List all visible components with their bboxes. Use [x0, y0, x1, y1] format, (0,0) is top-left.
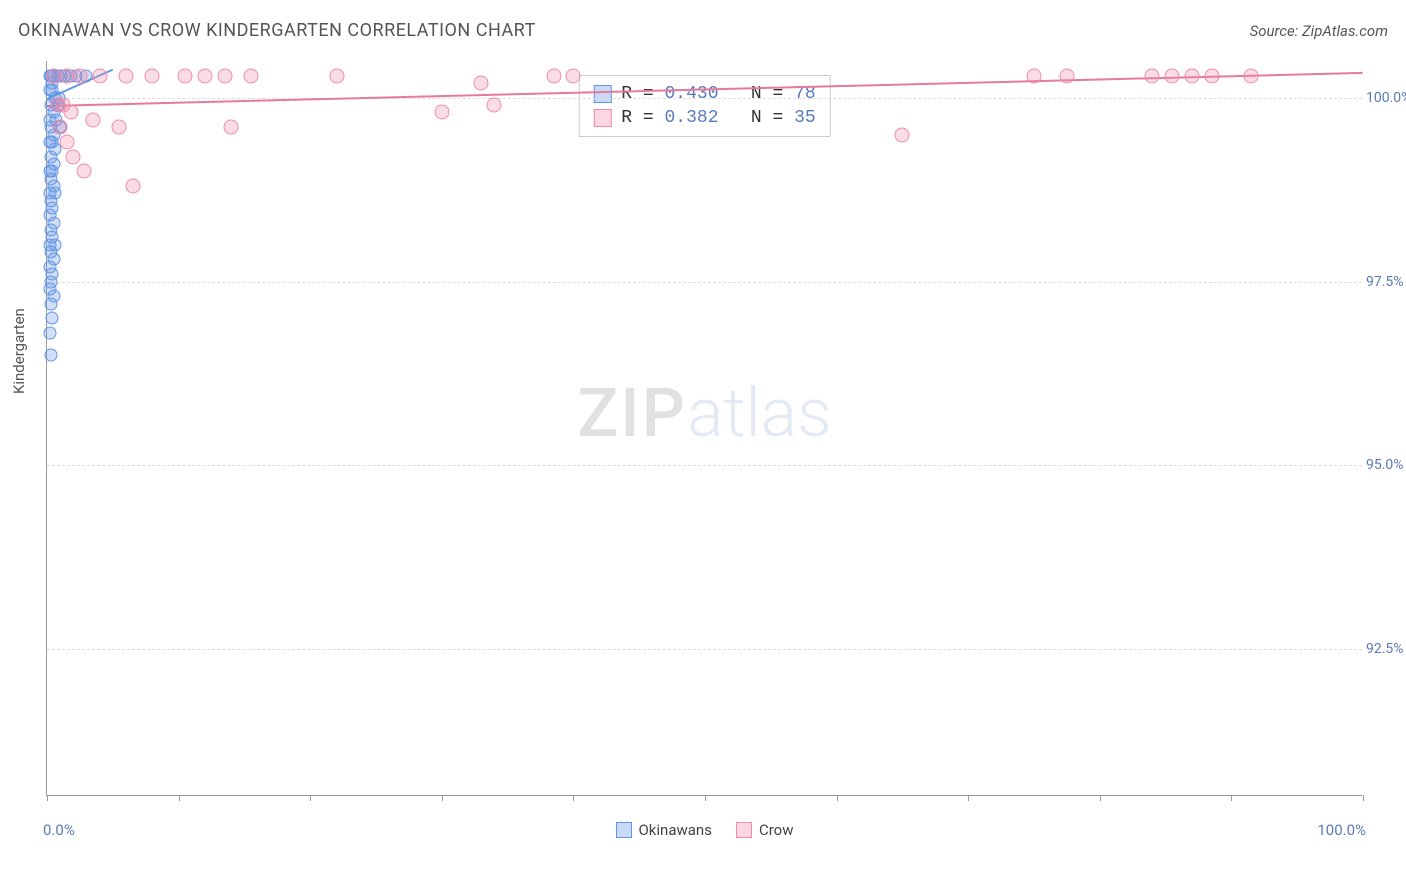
chart-header: OKINAWAN VS CROW KINDERGARTEN CORRELATIO…: [0, 0, 1406, 49]
data-point: [1165, 68, 1180, 83]
x-tick: [1231, 795, 1232, 801]
legend-swatch-icon: [615, 822, 631, 838]
x-tick: [179, 795, 180, 801]
data-point: [43, 326, 56, 339]
legend-swatch-icon: [736, 822, 752, 838]
data-point: [546, 68, 561, 83]
x-tick: [442, 795, 443, 801]
data-point: [1244, 68, 1259, 83]
watermark-logo: ZIPatlas: [577, 373, 831, 453]
gridline: [47, 98, 1362, 99]
correlation-chart: Kindergarten ZIPatlas R = 0.430 N = 78R …: [0, 49, 1406, 849]
plot-area: Kindergarten ZIPatlas R = 0.430 N = 78R …: [46, 61, 1362, 796]
data-point: [44, 349, 57, 362]
data-point: [118, 68, 133, 83]
stats-text: R = 0.382 N = 35: [621, 108, 815, 128]
x-tick: [968, 795, 969, 801]
data-point: [224, 120, 239, 135]
series-legend: Okinawans Crow: [615, 821, 793, 839]
data-point: [76, 164, 91, 179]
data-point: [92, 68, 107, 83]
gridline: [47, 465, 1362, 466]
x-axis-min-label: 0.0%: [43, 821, 75, 839]
chart-title: OKINAWAN VS CROW KINDERGARTEN CORRELATIO…: [18, 20, 536, 41]
data-point: [63, 105, 78, 120]
data-point: [243, 68, 258, 83]
data-point: [217, 68, 232, 83]
data-point: [86, 112, 101, 127]
data-point: [145, 68, 160, 83]
x-axis-max-label: 100.0%: [1317, 821, 1366, 839]
correlation-stats-box: R = 0.430 N = 78R = 0.382 N = 35: [578, 75, 830, 137]
x-tick: [573, 795, 574, 801]
data-point: [895, 127, 910, 142]
x-tick: [1363, 795, 1364, 801]
watermark-part2: atlas: [687, 373, 832, 453]
data-point: [178, 68, 193, 83]
y-tick-label: 100.0%: [1366, 90, 1406, 106]
x-tick: [705, 795, 706, 801]
legend-item: Crow: [736, 821, 794, 839]
stats-swatch-icon: [593, 85, 611, 103]
gridline: [47, 649, 1362, 650]
data-point: [72, 68, 87, 83]
source-attribution: Source: ZipAtlas.com: [1250, 22, 1388, 40]
stats-row: R = 0.382 N = 35: [593, 106, 815, 130]
stats-swatch-icon: [593, 109, 611, 127]
data-point: [1204, 68, 1219, 83]
data-point: [112, 120, 127, 135]
x-tick: [837, 795, 838, 801]
data-point: [59, 134, 74, 149]
y-tick-label: 95.0%: [1366, 457, 1406, 473]
data-point: [487, 98, 502, 113]
y-axis-title: Kindergarten: [10, 308, 28, 394]
data-point: [66, 149, 81, 164]
data-point: [44, 297, 57, 310]
gridline: [47, 282, 1362, 283]
data-point: [566, 68, 581, 83]
data-point: [1027, 68, 1042, 83]
data-point: [1059, 68, 1074, 83]
watermark-part1: ZIP: [577, 373, 687, 453]
data-point: [434, 105, 449, 120]
legend-label: Crow: [759, 821, 794, 839]
data-point: [1184, 68, 1199, 83]
data-point: [46, 312, 59, 325]
x-tick: [310, 795, 311, 801]
data-point: [1145, 68, 1160, 83]
legend-item: Okinawans: [615, 821, 711, 839]
data-point: [329, 68, 344, 83]
data-point: [125, 178, 140, 193]
data-point: [474, 76, 489, 91]
y-tick-label: 92.5%: [1366, 641, 1406, 657]
legend-label: Okinawans: [638, 821, 711, 839]
y-tick-label: 97.5%: [1366, 274, 1406, 290]
data-point: [53, 120, 68, 135]
x-tick: [1100, 795, 1101, 801]
x-tick: [47, 795, 48, 801]
data-point: [197, 68, 212, 83]
